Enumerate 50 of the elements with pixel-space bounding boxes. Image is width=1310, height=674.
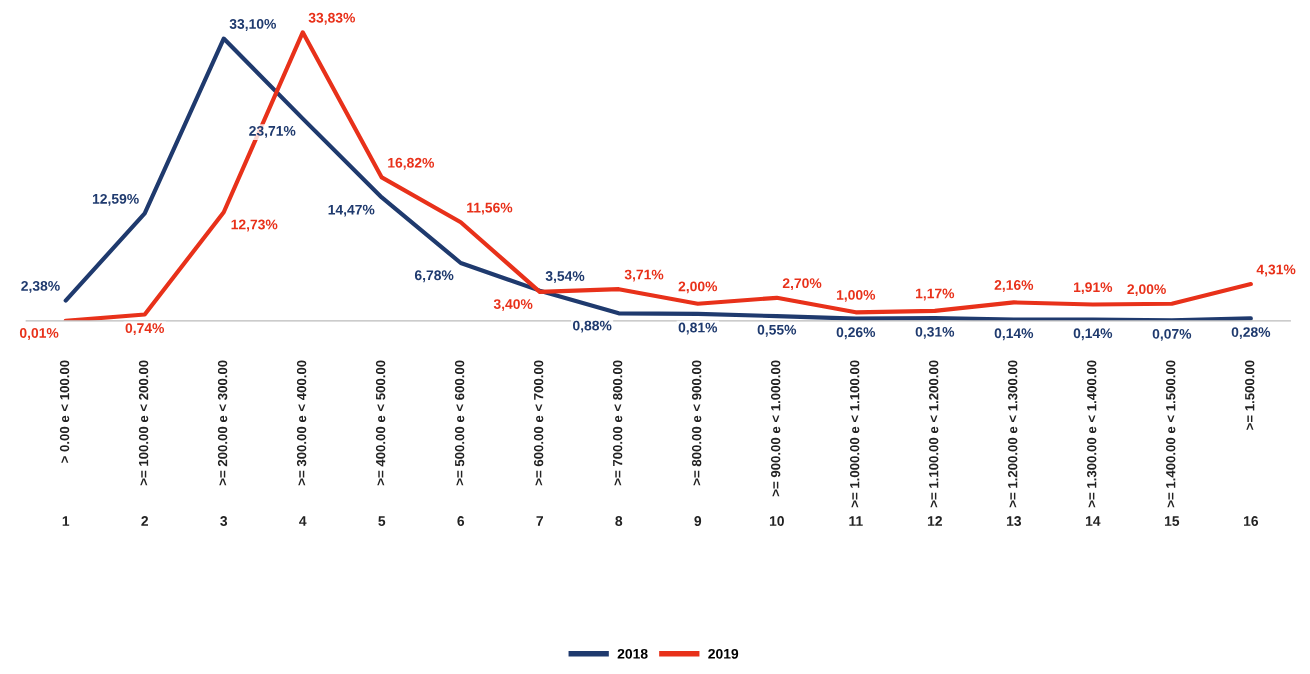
data-label: 2,16%: [994, 280, 1034, 292]
data-label: 4,31%: [1256, 264, 1296, 277]
x-tick-label: >= 1.300.00 e < 1.400.00 14: [1085, 360, 1101, 526]
data-label: 0,31%: [915, 326, 955, 339]
category-label: >= 600.00 e < 700.00 7: [533, 360, 544, 526]
data-label: 0,26%: [836, 327, 876, 340]
data-label: 1,00%: [836, 289, 876, 302]
data-label: 0,14%: [1073, 328, 1113, 341]
data-label: 2,00%: [1127, 284, 1166, 297]
data-label: 0,07%: [1152, 328, 1192, 341]
data-label: 3,40%: [493, 299, 533, 311]
data-label: 12,73%: [231, 219, 278, 232]
category-label: >= 700.00 e < 800.00 8: [612, 360, 623, 526]
data-label: 33,10%: [229, 19, 277, 31]
data-label: 0,55%: [757, 324, 797, 337]
data-label: 1,17%: [915, 288, 955, 301]
x-tick-label: >= 1.000.00 e < 1.100.00 11: [849, 360, 863, 526]
data-label: 0,14%: [994, 328, 1034, 341]
data-label: 12,59%: [92, 193, 139, 206]
data-label: 14,47%: [328, 204, 375, 217]
category-label: >= 1.500.00 16: [1244, 360, 1259, 526]
category-label: >= 300.00 e < 400.00 4: [296, 360, 307, 526]
data-label: 0,28%: [1231, 327, 1271, 339]
category-label: >= 200.00 e < 300.00 3: [217, 360, 228, 526]
category-label: >= 500.00 e < 600.00 6: [454, 360, 465, 526]
category-label: > 0.00 e < 100.00 1: [59, 360, 70, 526]
x-tick-label: >= 1.100.00 e < 1.200.00 12: [927, 360, 942, 526]
x-tick-label: >= 1.200.00 e < 1.300.00 13: [1006, 360, 1022, 526]
data-label: 23,71%: [249, 125, 296, 138]
data-label: 0,81%: [678, 322, 718, 335]
data-label: 2,70%: [782, 278, 822, 291]
data-label: 2,38%: [21, 281, 60, 293]
data-label: 1,91%: [1074, 282, 1113, 295]
data-label: 2,00%: [678, 281, 718, 294]
data-label: 0,74%: [125, 323, 165, 336]
data-label: 0,01%: [19, 328, 59, 340]
data-label: 11,56%: [467, 202, 513, 215]
category-label: >= 900.00 e < 1.000.00 10: [769, 360, 784, 526]
data-label: 0,88%: [573, 320, 612, 333]
legend-label: 2018: [617, 648, 648, 659]
category-label: >= 100.00 e < 200.00 2: [138, 360, 149, 526]
data-label: 3,71%: [624, 269, 664, 282]
data-label: 16,82%: [388, 157, 435, 170]
legend-label: 2019: [708, 648, 739, 659]
category-label: >= 400.00 e < 500.00 5: [375, 360, 386, 526]
data-label: 6,78%: [414, 270, 454, 283]
category-label: >= 800.00 e < 900.00 9: [691, 360, 702, 526]
data-label: 3,54%: [545, 271, 585, 283]
x-tick-label: >= 1.400.00 e < 1.500.00 15: [1164, 360, 1180, 526]
data-label: 33,83%: [308, 12, 356, 25]
